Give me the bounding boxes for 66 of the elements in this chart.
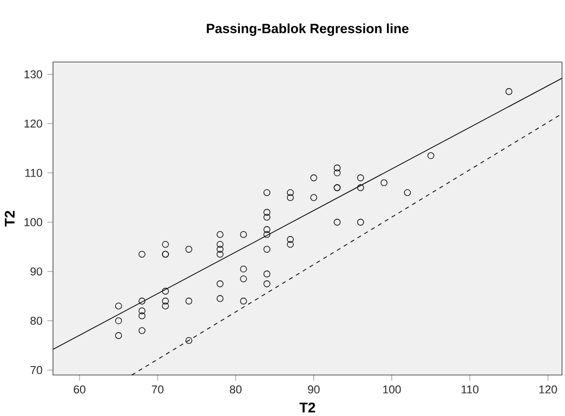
x-tick-label: 90 xyxy=(308,385,320,394)
point xyxy=(185,298,192,304)
x-tick-label: 70 xyxy=(152,385,164,394)
point xyxy=(138,327,146,334)
point xyxy=(380,179,388,186)
y-tick-label: 90 xyxy=(30,267,42,276)
point xyxy=(334,164,341,172)
point xyxy=(138,298,146,304)
y-tick-label: 80 xyxy=(30,316,42,325)
x-tick-label: 100 xyxy=(383,385,401,394)
x-tick-label: 60 xyxy=(74,385,86,394)
y-axis-title: T2 xyxy=(4,210,15,226)
point xyxy=(357,184,364,192)
point xyxy=(138,308,146,314)
point xyxy=(334,169,341,176)
point xyxy=(138,312,146,320)
point xyxy=(216,295,224,302)
point xyxy=(264,231,270,238)
point xyxy=(216,250,224,258)
point xyxy=(264,280,270,288)
point xyxy=(264,246,270,253)
point xyxy=(427,152,434,160)
point xyxy=(286,236,294,243)
point xyxy=(216,246,224,253)
x-tick-label: 110 xyxy=(462,385,478,394)
y-tick-label: 130 xyxy=(24,70,42,78)
point xyxy=(357,174,364,182)
chart-title: Passing-Bablok Regression line xyxy=(206,23,409,36)
point xyxy=(310,194,318,201)
point xyxy=(310,174,318,182)
point xyxy=(264,270,270,278)
point xyxy=(162,298,169,304)
point xyxy=(404,189,411,196)
point xyxy=(216,231,224,238)
point xyxy=(185,337,192,344)
point xyxy=(162,302,169,310)
point xyxy=(240,298,247,304)
point xyxy=(115,317,122,324)
x-axis-title: T2 xyxy=(300,402,316,412)
point xyxy=(115,332,122,339)
point xyxy=(264,208,270,216)
point xyxy=(286,240,294,248)
point xyxy=(240,275,247,282)
point xyxy=(216,280,224,288)
y-tick-label: 70 xyxy=(30,366,42,374)
point xyxy=(506,88,512,95)
point xyxy=(138,250,146,258)
y-tick-label: 120 xyxy=(24,120,42,128)
y-tick-label: 100 xyxy=(24,218,42,226)
point xyxy=(216,240,224,248)
point xyxy=(286,189,294,196)
x-tick-label: 120 xyxy=(539,385,557,394)
x-tick-label: 80 xyxy=(230,385,242,394)
point xyxy=(162,288,169,295)
point xyxy=(240,231,247,238)
point xyxy=(264,214,270,221)
point xyxy=(185,246,192,253)
point xyxy=(334,218,341,226)
point xyxy=(286,194,294,201)
point xyxy=(357,218,364,226)
point xyxy=(264,189,270,196)
point xyxy=(162,240,169,248)
point xyxy=(240,266,247,272)
point xyxy=(264,226,270,233)
y-tick-label: 110 xyxy=(25,168,42,177)
point xyxy=(115,302,122,310)
